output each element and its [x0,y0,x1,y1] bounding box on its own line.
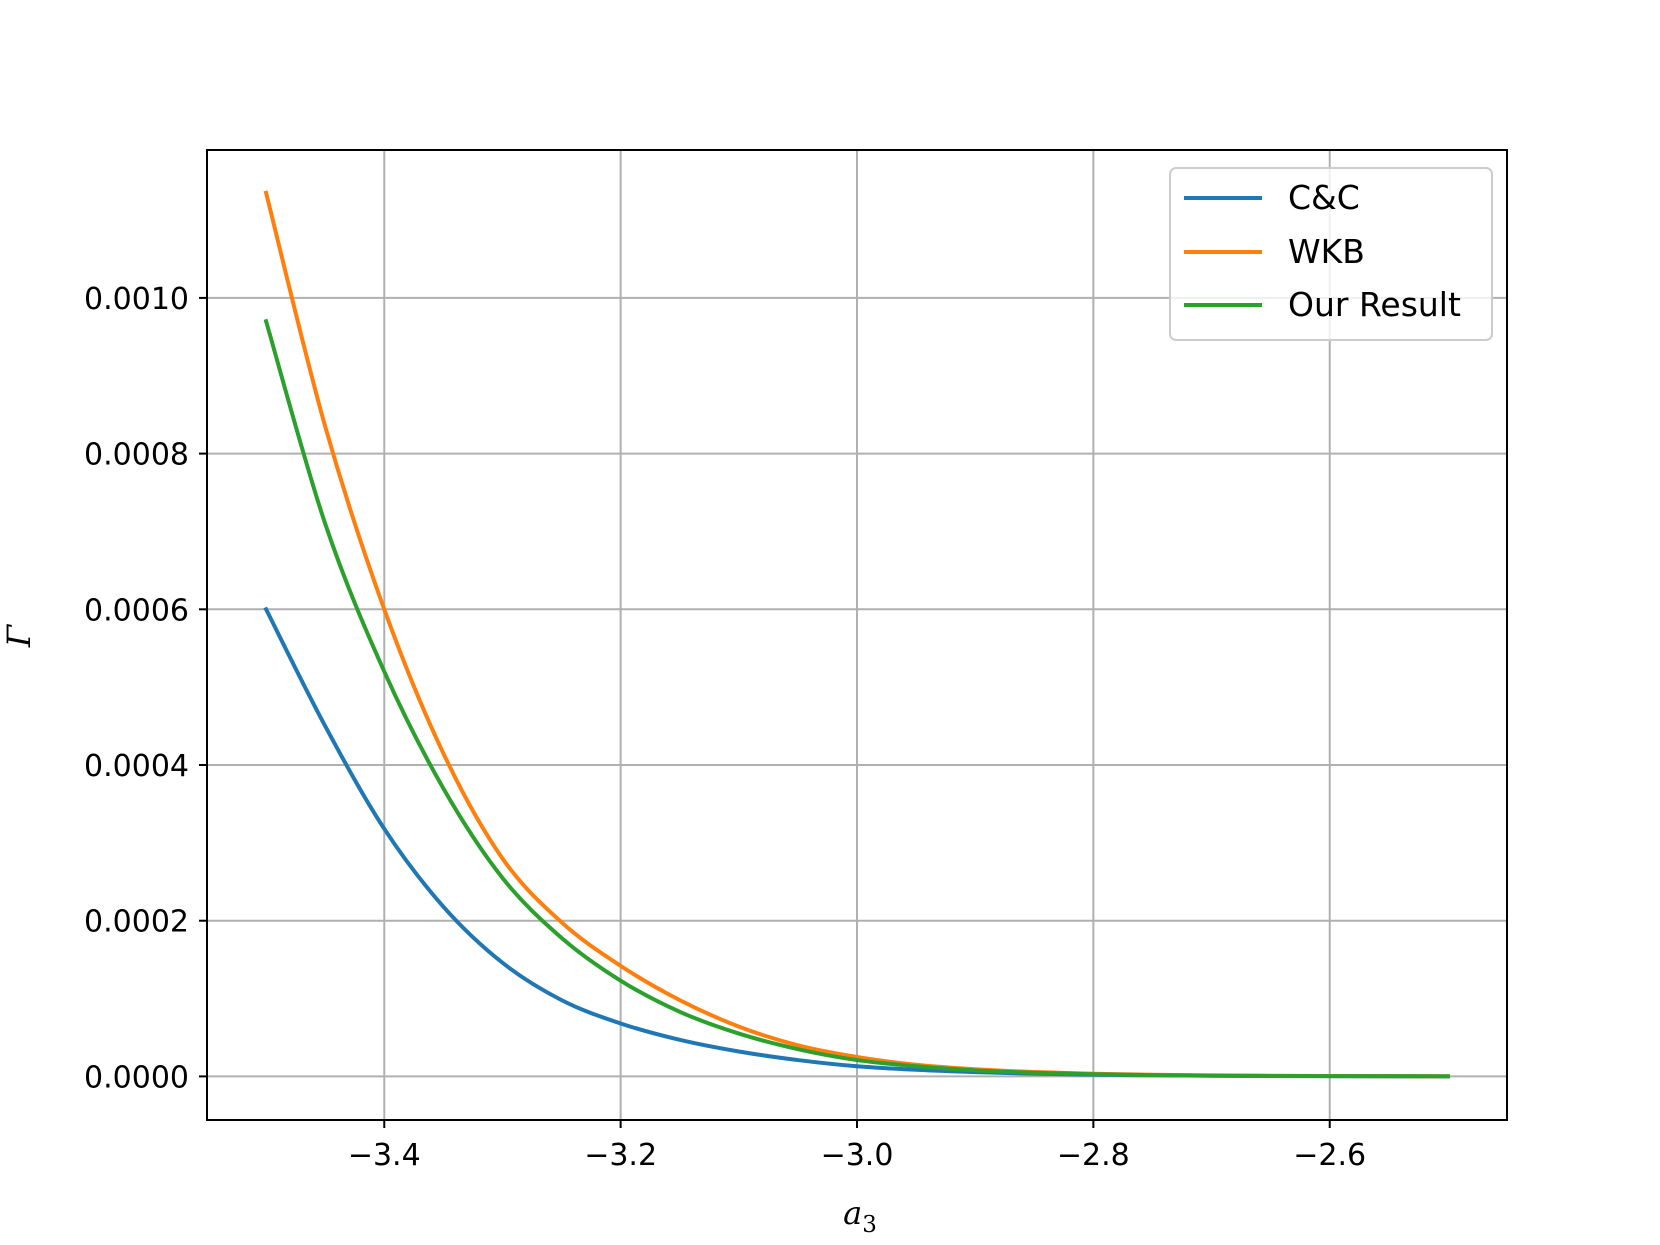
y-tick-label: 0.0010 [84,282,189,317]
x-tick-label: −3.2 [584,1138,657,1173]
y-tick-label: 0.0000 [84,1060,189,1095]
legend-label-cc: C&C [1288,178,1360,217]
x-tick-label: −2.8 [1057,1138,1130,1173]
y-tick-label: 0.0004 [84,749,189,784]
legend-box [1169,167,1493,341]
legend: C&C WKB Our Result [1169,167,1493,341]
x-tick-label: −3.0 [821,1138,894,1173]
x-tick-label: −3.4 [348,1138,421,1173]
legend-label-wkb: WKB [1288,232,1365,271]
legend-label-our-result: Our Result [1288,285,1461,324]
y-tick-label: 0.0006 [84,593,189,628]
x-axis-label-subscript: 3 [862,1212,877,1238]
x-tick-label: −2.6 [1293,1138,1366,1173]
axis-ticks: −3.4 −3.2 −3.0 −2.8 −2.6 0.0000 0.0002 0.0004 0.… [84,282,1366,1173]
x-axis-label: a3 [843,1194,877,1238]
series-layer [263,190,1450,1079]
series-line-our-result [263,318,1450,1079]
y-axis-label: Γ [0,623,38,648]
y-tick-label: 0.0008 [84,438,189,473]
y-tick-label: 0.0002 [84,905,189,940]
